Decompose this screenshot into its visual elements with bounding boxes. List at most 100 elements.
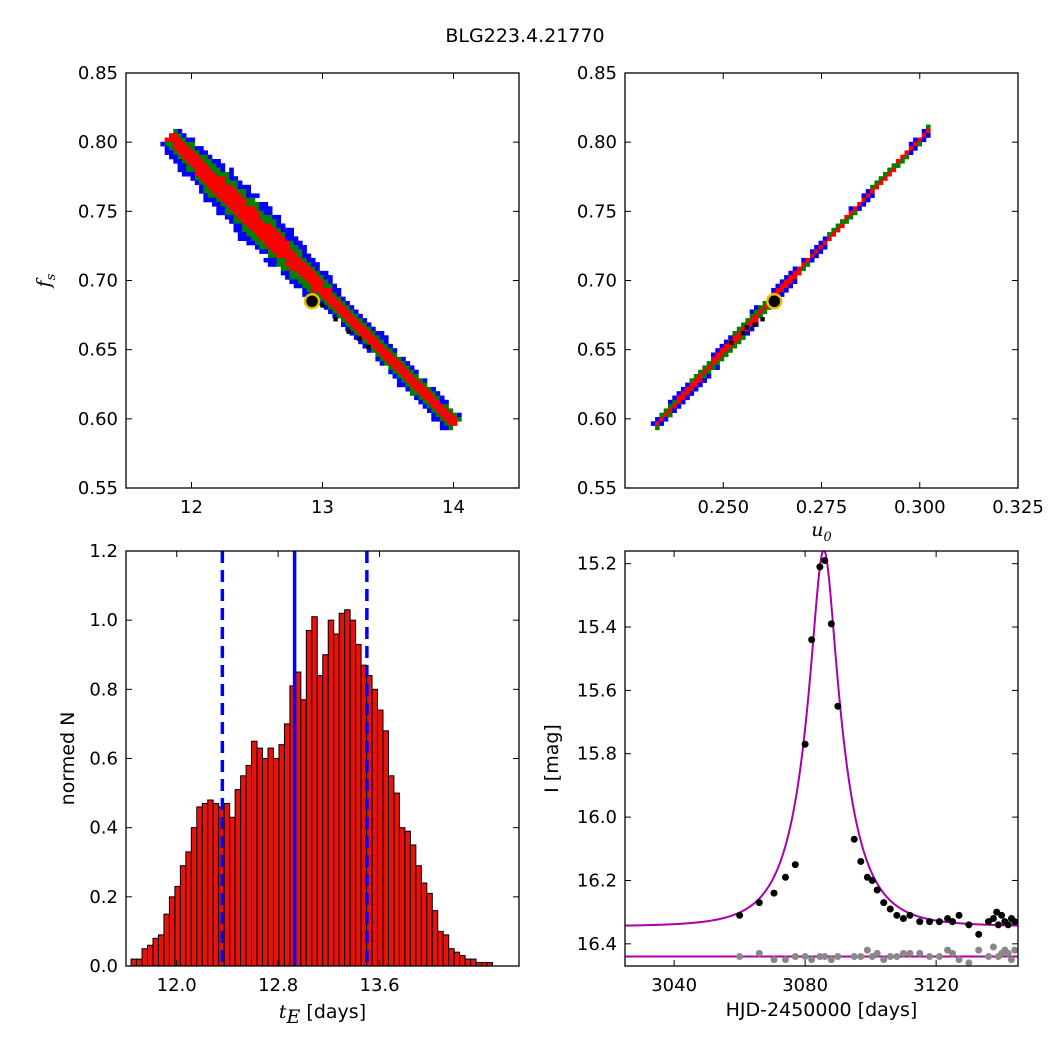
density-outer-cell bbox=[908, 141, 914, 147]
density-outer-cell bbox=[366, 348, 372, 353]
density-outer-cell bbox=[190, 137, 196, 143]
density-outer-cell bbox=[216, 202, 221, 207]
density-middle-cell bbox=[293, 270, 299, 276]
density-outer-cell bbox=[655, 417, 660, 422]
density-inner-cell bbox=[418, 386, 423, 392]
density-outer-cell bbox=[190, 176, 196, 181]
density-outer-cell bbox=[401, 356, 406, 362]
density-outer-cell bbox=[263, 257, 269, 263]
density-inner-cell bbox=[831, 232, 836, 237]
density-middle-cell bbox=[293, 275, 299, 280]
density-middle-cell bbox=[345, 305, 350, 310]
residual-point bbox=[935, 952, 943, 960]
density-middle-cell bbox=[388, 365, 393, 370]
density-inner-cell bbox=[310, 279, 316, 284]
density-inner-cell bbox=[267, 245, 273, 250]
density-inner-cell bbox=[883, 176, 888, 181]
density-middle-cell bbox=[267, 214, 273, 220]
histogram-bar bbox=[355, 643, 362, 966]
density-inner-cell bbox=[181, 141, 187, 147]
data-point bbox=[868, 876, 876, 884]
density-middle-cell bbox=[452, 412, 458, 418]
density-inner-cell bbox=[349, 318, 355, 323]
density-outer-cell bbox=[203, 193, 208, 198]
residual-point bbox=[821, 952, 829, 960]
histogram-bar bbox=[311, 616, 318, 966]
sample-point bbox=[333, 317, 338, 322]
y-tick-label: 0.6 bbox=[89, 749, 118, 770]
density-inner-cell bbox=[384, 352, 389, 358]
axes-frame bbox=[624, 72, 1019, 489]
density-outer-cell bbox=[444, 399, 449, 405]
density-inner-cell bbox=[203, 171, 208, 177]
density-inner-cell bbox=[341, 309, 346, 315]
data-point bbox=[975, 930, 983, 938]
density-middle-cell bbox=[323, 300, 329, 306]
histogram-bar bbox=[344, 609, 351, 966]
density-outer-cell bbox=[298, 245, 303, 250]
density-inner-cell bbox=[358, 326, 363, 332]
density-outer-cell bbox=[422, 378, 428, 383]
density-inner-cell bbox=[345, 318, 350, 323]
density-inner-cell bbox=[272, 249, 277, 254]
density-outer-cell bbox=[293, 283, 299, 289]
density-inner-cell bbox=[371, 335, 376, 340]
density-inner-cell bbox=[293, 266, 299, 272]
density-outer-cell bbox=[353, 309, 359, 315]
density-outer-cell bbox=[285, 236, 290, 241]
residual-point bbox=[755, 949, 763, 957]
best-fit-marker bbox=[303, 293, 321, 310]
density-inner-cell bbox=[319, 292, 325, 297]
x-tick-label: 0.275 bbox=[796, 497, 848, 518]
density-inner-cell bbox=[169, 137, 174, 143]
density-outer-cell bbox=[186, 171, 191, 177]
density-middle-cell bbox=[874, 180, 879, 186]
density-outer-cell bbox=[349, 305, 355, 310]
density-middle-cell bbox=[216, 171, 221, 177]
density-middle-cell bbox=[353, 331, 359, 336]
density-middle-cell bbox=[848, 214, 854, 220]
density-middle-cell bbox=[711, 365, 716, 370]
density-middle-cell bbox=[891, 163, 897, 168]
density-middle-cell bbox=[371, 348, 376, 353]
density-inner-cell bbox=[267, 232, 273, 237]
density-inner-cell bbox=[323, 292, 329, 297]
density-inner-cell bbox=[409, 374, 415, 379]
density-inner-cell bbox=[379, 348, 385, 353]
density-middle-cell bbox=[741, 335, 746, 340]
density-outer-cell bbox=[285, 227, 290, 233]
density-inner-cell bbox=[448, 412, 454, 418]
density-inner-cell bbox=[723, 348, 729, 353]
density-middle-cell bbox=[706, 361, 712, 366]
density-inner-cell bbox=[379, 352, 385, 358]
density-middle-cell bbox=[181, 137, 187, 143]
density-inner-cell bbox=[293, 262, 299, 267]
density-outer-cell bbox=[276, 214, 282, 220]
density-inner-cell bbox=[242, 210, 247, 216]
density-inner-cell bbox=[874, 184, 879, 190]
density-middle-cell bbox=[409, 386, 415, 392]
density-middle-cell bbox=[431, 408, 436, 413]
density-inner-cell bbox=[186, 154, 191, 160]
density-inner-cell bbox=[405, 374, 411, 379]
density-outer-cell bbox=[263, 202, 269, 207]
histogram-bar bbox=[305, 630, 313, 966]
residual-point bbox=[801, 952, 809, 960]
density-inner-cell bbox=[384, 356, 389, 362]
density-outer-cell bbox=[246, 240, 251, 246]
histogram-bar bbox=[377, 709, 384, 966]
density-middle-cell bbox=[207, 193, 213, 198]
y-tick-label: 0.75 bbox=[577, 201, 617, 222]
density-inner-cell bbox=[250, 214, 256, 220]
density-inner-cell bbox=[194, 167, 200, 173]
density-middle-cell bbox=[280, 257, 286, 263]
density-inner-cell bbox=[272, 245, 277, 250]
density-outer-cell bbox=[435, 417, 441, 422]
density-inner-cell bbox=[306, 275, 312, 280]
density-inner-cell bbox=[353, 326, 359, 332]
density-outer-cell bbox=[280, 227, 286, 233]
density-inner-cell bbox=[680, 395, 686, 401]
density-inner-cell bbox=[422, 395, 428, 401]
density-outer-cell bbox=[345, 326, 350, 332]
data-point bbox=[965, 921, 973, 929]
